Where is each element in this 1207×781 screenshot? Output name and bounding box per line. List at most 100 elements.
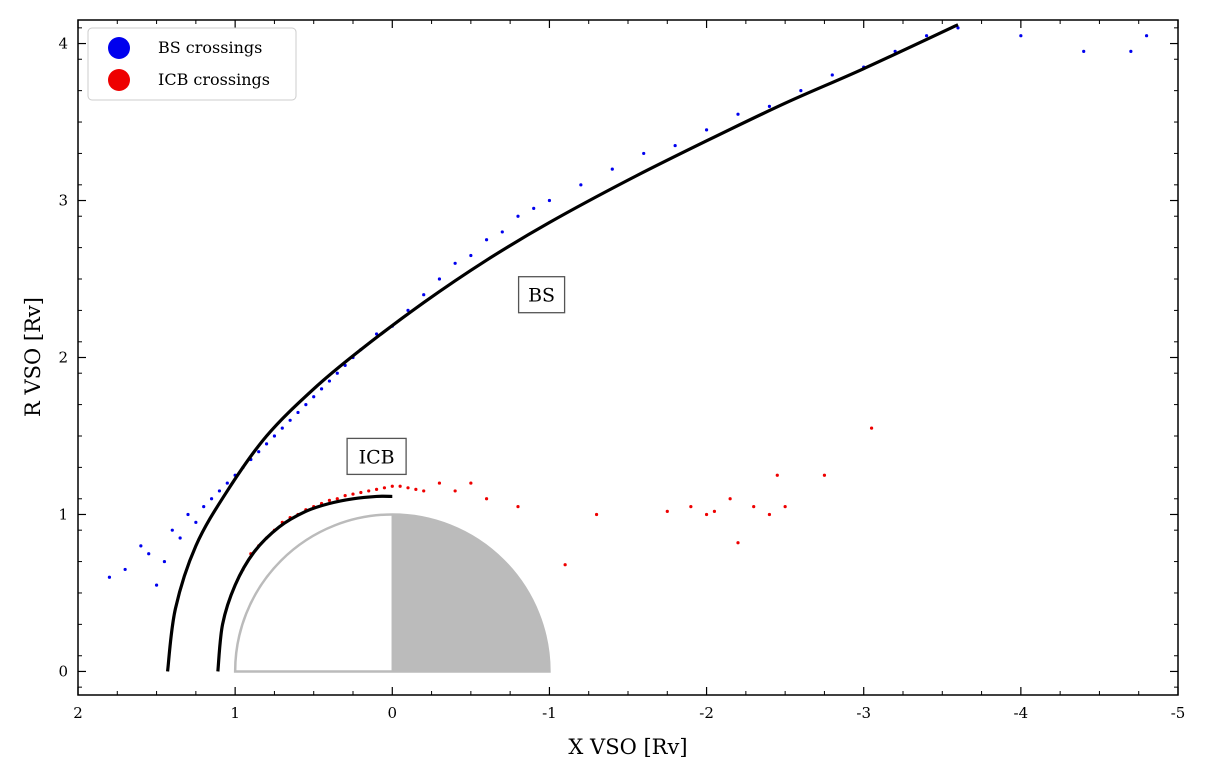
axis-ticks: 2 1 0 -1 -2 -3 -4 -5 0 1 2 3 4 (58, 20, 1185, 722)
x-tick-label: -1 (542, 704, 557, 722)
annotation-label: ICB (359, 446, 395, 468)
bs-crossing-point (642, 151, 646, 156)
icb-crossing-point (398, 484, 402, 488)
bs-crossing-point (484, 238, 489, 242)
bs-crossing-point (704, 128, 709, 132)
icb-crossing-point (406, 486, 410, 490)
bs-crossing-point (437, 277, 442, 281)
bs-crossing-point (516, 214, 520, 218)
bs-crossing-point (1019, 34, 1023, 38)
icb-crossing-point (469, 481, 473, 485)
annotation-label: BS (528, 285, 555, 307)
bs-crossing-point (406, 308, 410, 313)
icb-crossing-point (390, 484, 394, 488)
x-tick-label: -3 (856, 704, 871, 722)
bs-crossing-point (170, 528, 174, 532)
bs-crossing-point (217, 489, 222, 493)
bs-crossing-point (264, 442, 269, 446)
x-tick-label: -2 (699, 704, 714, 722)
bs-crossing-point (532, 206, 536, 210)
bs-crossing-point (272, 434, 277, 438)
y-tick-label: 3 (58, 192, 68, 210)
x-tick-label: 0 (388, 704, 398, 722)
icb-crossing-point (359, 490, 363, 495)
icb-legend-marker (108, 69, 130, 91)
icb-crossing-point (437, 481, 442, 485)
bs-crossing-point (335, 371, 339, 375)
bs-crossing-point (147, 552, 151, 556)
icb-crossing-point (327, 498, 332, 502)
fit-curves (165, 23, 959, 672)
bs-fit-curve (165, 23, 959, 672)
legend-label: ICB crossings (158, 70, 270, 89)
bs-legend-marker (108, 37, 130, 59)
icb-crossing-point (563, 563, 567, 567)
bs-crossing-point (304, 402, 308, 407)
bs-crossing-point (178, 536, 182, 540)
planet-nightside (392, 514, 550, 672)
plot-frame (77, 19, 1179, 696)
x-tick-label: 1 (230, 704, 240, 722)
icb-crossing-point (822, 473, 827, 477)
bs-crossing-point (453, 261, 457, 265)
bs-crossing-point (924, 34, 929, 38)
bs-crossing-point (799, 89, 803, 93)
bs-crossing-point (673, 143, 677, 148)
icb-crossing-point (374, 487, 379, 491)
bs-crossing-point (123, 567, 127, 572)
icb-crossing-point (335, 497, 339, 501)
bs-crossing-point (209, 497, 214, 501)
bs-crossing-point (154, 583, 159, 587)
bs-crossing-point (547, 198, 552, 203)
icb-crossing-point (869, 426, 874, 430)
bs-crossing-point (579, 183, 583, 187)
data-points (107, 26, 1149, 587)
bs-crossing-point (469, 253, 473, 258)
bs-crossing-point (139, 544, 143, 548)
bs-crossing-point (288, 418, 292, 422)
x-axis-label: X VSO [Rv] (568, 735, 687, 759)
legend-label: BS crossings (158, 38, 262, 57)
icb-crossing-point (414, 487, 418, 491)
icb-crossing-point (343, 494, 347, 498)
venus-planet (233, 513, 551, 673)
icb-crossing-point (367, 489, 371, 493)
icb-crossing-point (736, 541, 740, 545)
bs-crossing-point (374, 332, 379, 336)
icb-crossing-point (704, 512, 709, 517)
planet-outline (233, 513, 551, 673)
icb-crossing-point (712, 509, 717, 513)
y-tick-label: 4 (58, 35, 68, 53)
annotation-box (517, 276, 566, 314)
bs-crossing-point (225, 481, 229, 485)
bs-crossing-point (319, 387, 324, 391)
icb-fit-curve (216, 494, 393, 672)
bs-crossing-point (1082, 49, 1086, 54)
bs-crossing-point (767, 104, 772, 108)
icb-crossing-point (382, 486, 387, 490)
y-tick-label: 0 (58, 662, 68, 680)
legend-box (87, 27, 297, 101)
bs-crossing-point (1144, 34, 1149, 38)
icb-crossing-point (422, 489, 426, 493)
bs-crossing-point (186, 512, 190, 517)
y-tick-label: 2 (58, 349, 68, 367)
bs-crossing-point (280, 426, 284, 430)
icb-crossing-point (767, 512, 772, 517)
bs-crossing-point (736, 112, 740, 116)
icb-crossing-point (484, 497, 489, 501)
icb-crossing-point (665, 509, 669, 513)
bs-crossing-point (107, 575, 112, 579)
bs-crossing-point (257, 450, 261, 454)
bs-crossing-point (312, 395, 316, 399)
icb-crossing-point (775, 473, 779, 477)
icb-crossing-point (728, 497, 732, 501)
annotations: BS ICB (346, 276, 566, 476)
annotation-box (346, 437, 407, 476)
icb-crossing-point (783, 505, 787, 509)
bs-crossing-point (610, 167, 614, 171)
bs-crossing-point (202, 505, 206, 509)
bs-crossing-point (327, 379, 332, 383)
bs-crossing-point (500, 230, 504, 234)
